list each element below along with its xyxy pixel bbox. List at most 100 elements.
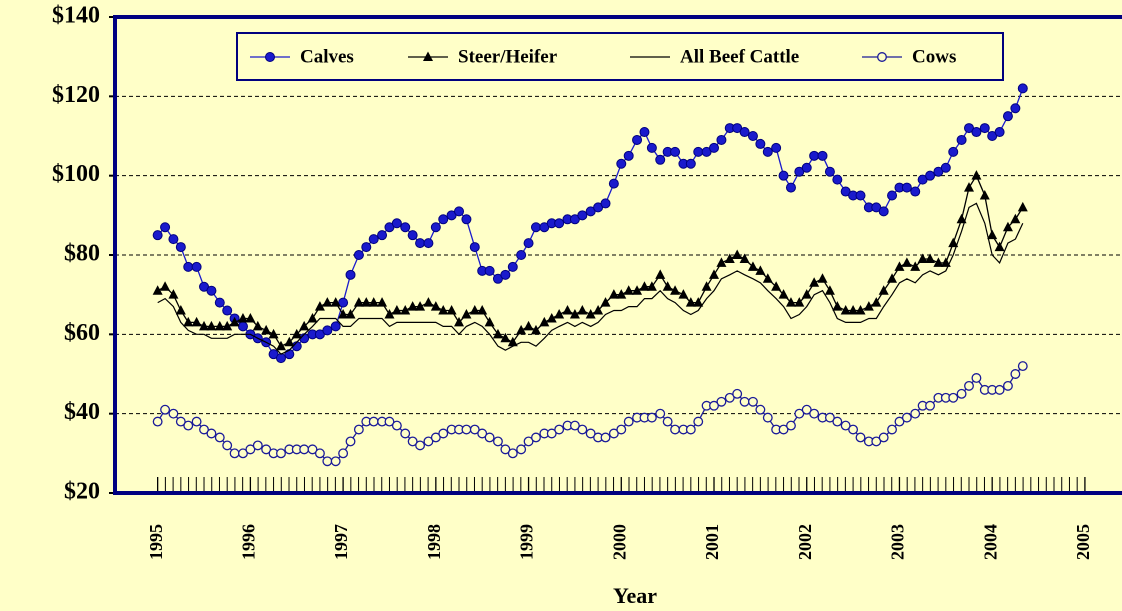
point	[214, 320, 225, 331]
point	[948, 237, 959, 248]
point	[809, 277, 820, 287]
point	[206, 285, 217, 296]
point	[252, 440, 263, 451]
point	[345, 269, 356, 280]
point	[415, 440, 426, 451]
point	[291, 328, 302, 339]
point	[994, 127, 1005, 138]
point	[461, 309, 472, 319]
point	[400, 222, 411, 233]
point	[493, 436, 503, 447]
point	[199, 320, 210, 331]
point	[871, 436, 882, 447]
point	[391, 420, 402, 431]
point	[655, 408, 666, 419]
point	[593, 305, 604, 315]
x-tick-label: 2004	[980, 524, 1000, 560]
x-tick-label: 2003	[888, 524, 908, 560]
point	[716, 396, 727, 407]
point	[623, 150, 634, 161]
point	[778, 170, 789, 181]
point	[516, 444, 527, 455]
legend-marker	[265, 52, 275, 62]
point	[762, 146, 773, 157]
point	[755, 265, 766, 275]
point	[878, 285, 889, 295]
point	[507, 448, 518, 459]
point	[824, 412, 835, 423]
point	[855, 432, 866, 443]
point	[361, 242, 372, 253]
point	[507, 261, 518, 272]
y-tick-label: $40	[64, 399, 100, 425]
y-tick-label: $60	[64, 320, 100, 346]
point	[979, 123, 990, 134]
point	[801, 404, 812, 415]
point	[284, 336, 295, 347]
point	[477, 305, 488, 315]
point	[987, 229, 998, 240]
point	[191, 261, 202, 272]
point	[878, 432, 889, 443]
point	[840, 305, 851, 315]
point	[608, 428, 619, 439]
point	[956, 388, 967, 399]
point	[1017, 201, 1028, 212]
point	[500, 269, 511, 280]
point	[739, 253, 750, 263]
point	[685, 297, 696, 307]
point	[762, 412, 773, 423]
point	[1017, 361, 1028, 372]
series-line	[157, 174, 1024, 348]
point	[237, 312, 248, 323]
point	[817, 150, 828, 161]
point	[206, 320, 217, 331]
point	[739, 127, 750, 138]
point	[222, 320, 233, 331]
point	[407, 230, 418, 241]
point	[214, 432, 225, 443]
point	[492, 328, 503, 339]
point	[956, 134, 967, 145]
point	[531, 432, 541, 443]
point	[855, 190, 866, 201]
point	[415, 238, 426, 249]
point	[238, 448, 248, 459]
point	[338, 297, 349, 308]
point	[314, 448, 325, 459]
point	[569, 309, 580, 319]
point	[940, 162, 951, 173]
point	[423, 238, 434, 249]
point	[616, 158, 627, 169]
point	[168, 234, 179, 245]
point	[438, 214, 449, 225]
point	[632, 134, 643, 145]
point	[600, 432, 611, 443]
point	[762, 273, 773, 283]
point	[423, 436, 434, 447]
point	[855, 305, 866, 315]
point	[817, 273, 828, 283]
point	[523, 238, 534, 249]
point	[168, 289, 179, 299]
point	[863, 301, 874, 311]
point	[910, 186, 921, 197]
point	[785, 297, 796, 307]
point	[646, 412, 657, 423]
legend-marker	[877, 52, 887, 62]
point	[338, 448, 349, 459]
point	[500, 332, 511, 343]
point	[299, 320, 310, 331]
point	[384, 309, 395, 319]
point	[261, 444, 272, 455]
point	[322, 325, 333, 336]
point	[353, 250, 364, 260]
series-line	[157, 202, 1024, 355]
point	[785, 182, 796, 193]
point	[330, 321, 341, 332]
point	[275, 340, 286, 351]
point	[276, 448, 286, 459]
point	[724, 253, 735, 263]
point	[979, 190, 990, 200]
point	[539, 316, 550, 327]
